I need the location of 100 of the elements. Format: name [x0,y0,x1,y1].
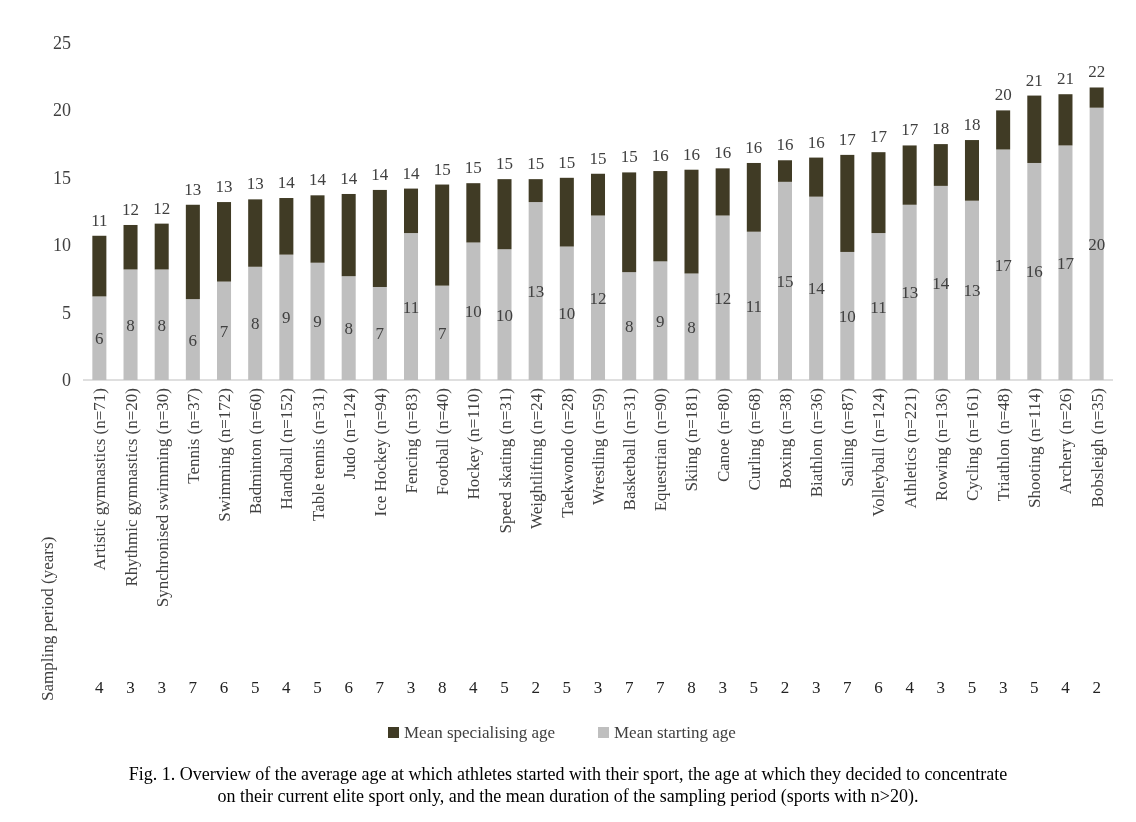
x-tick-label: Athletics (n=221) [900,388,920,509]
x-tick-label: Hockey (n=110) [464,388,484,500]
data-label: 12 [714,288,732,308]
y-tick-label: 5 [62,302,71,323]
data-label: 3 [811,678,821,697]
data-label: 9 [313,312,322,332]
data-label: 10 [464,302,482,322]
bar [185,204,200,300]
x-tick-label: Badminton (n=60) [246,388,266,515]
data-label: 5 [313,678,322,697]
x-tick-label: Artistic gymnastics (n=71) [90,388,110,571]
data-label: 8 [250,314,260,334]
x-tick-label: Speed skating (n=31) [495,388,515,534]
data-label: 4 [282,678,292,697]
data-label: 11 [402,297,420,317]
data-label: 2 [531,678,540,697]
data-label: 9 [282,308,291,328]
bar [279,198,294,255]
bar [528,179,543,203]
data-label: 9 [656,311,665,331]
legend-label: Mean specialising age [404,723,556,742]
data-label: 3 [998,678,1008,697]
data-label: 5 [1030,678,1039,697]
x-tick-label: Equestrian (n=90) [651,388,671,512]
bar [746,162,761,232]
data-label: 12 [589,288,607,308]
total-label: 14 [340,168,358,188]
data-label: 5 [500,678,509,697]
total-label: 18 [932,119,950,139]
data-label: 7 [624,678,634,697]
caption: Fig. 1. Overview of the average age at which athletes started with their sport, the age at which they decided to concentrate on their current elite sport only, and the mean duration of the sampling period (sports with n>20). [128,764,1008,807]
data-label: 6 [344,678,353,697]
bar [684,169,699,274]
bar [622,172,637,273]
bar [248,199,263,267]
total-label: 15 [496,154,514,174]
x-tick-label: Sailing (n=87) [838,388,858,487]
total-label: 20 [994,85,1012,105]
x-tick-label: Judo (n=124) [339,388,359,480]
bar [310,195,325,263]
bar [590,173,606,216]
x-tick-label: Skiing (n=181) [682,388,702,492]
data-label: 7 [437,323,447,343]
data-label: 4 [905,678,915,697]
x-tick-label: Wrestling (n=59) [589,388,608,506]
total-label: 21 [1056,69,1074,89]
total-label: 12 [153,198,171,218]
bar [466,183,481,243]
bar [653,171,668,262]
total-label: 16 [651,146,669,166]
total-label: 15 [620,147,638,167]
x-tick-label: Swimming (n=172) [215,388,235,522]
x-tick-label: Triathlon (n=48) [994,388,1014,502]
legend-label: Mean starting age [614,723,736,742]
total-label: 16 [714,143,732,163]
x-tick-label: Rhythmic gymnastics (n=20) [121,388,141,587]
data-label: 10 [558,304,576,324]
data-label: 15 [776,271,794,291]
data-label: 6 [188,330,198,350]
data-label: 5 [562,678,572,697]
x-tick-label: Shooting (n=114) [1025,388,1045,508]
data-label: 5 [250,678,260,697]
bar [964,140,979,201]
x-tick-label: Basketball (n=31) [620,388,640,511]
x-tick-label: Fencing (n=83) [402,388,422,494]
bar [497,179,512,250]
x-tick-label: Table tennis (n=31) [308,388,328,522]
data-label: 2 [780,678,790,697]
y-tick-label: 10 [53,235,71,256]
bar [933,144,948,186]
x-tick-label: Boxing (n=38) [775,388,795,489]
x-tick-label: Ice Hockey (n=94) [370,388,390,517]
total-label: 13 [184,179,202,199]
data-label: 8 [126,315,135,335]
data-label: 5 [967,678,977,697]
data-label: 7 [188,678,198,697]
bar [840,154,855,252]
data-label: 8 [344,319,353,339]
x-tick-label: Synchronised swimming (n=30) [152,388,172,608]
data-label: 4 [469,678,479,697]
total-label: 16 [682,144,700,164]
total-label: 14 [277,173,296,193]
bar [715,168,730,216]
data-label: 3 [126,678,135,697]
total-label: 14 [402,163,421,183]
data-label: 7 [843,678,853,697]
total-label: 13 [246,174,264,194]
total-label: 16 [807,132,825,152]
bar [559,177,574,247]
x-tick-label: Bobsleigh (n=35) [1087,388,1107,508]
total-label: 15 [464,158,482,178]
x-tick-label: Curling (n=68) [744,388,764,491]
data-label: 8 [624,317,634,337]
data-label: 20 [1088,234,1106,254]
total-label: 22 [1088,62,1106,82]
total-label: 17 [838,129,857,149]
data-label: 13 [901,283,919,303]
total-label: 15 [527,154,545,174]
data-label: 4 [1061,678,1071,697]
bar [1027,95,1042,163]
